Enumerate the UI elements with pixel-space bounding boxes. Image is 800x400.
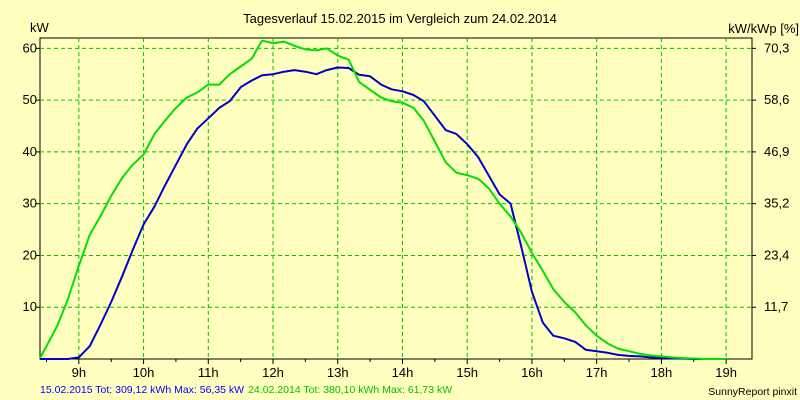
x-tick-label: 11h bbox=[198, 365, 219, 380]
x-tick-label: 19h bbox=[715, 365, 737, 380]
series-group bbox=[39, 39, 727, 360]
legend-footer: 15.02.2015 Tot: 309,12 kWh Max: 56,35 kW… bbox=[40, 384, 452, 396]
series1-summary: 15.02.2015 Tot: 309,12 kWh Max: 56,35 kW bbox=[40, 384, 244, 396]
series-line-2 bbox=[39, 39, 727, 360]
y-tick-label-right: 58,6 bbox=[764, 92, 789, 107]
x-axis: 9h 10h 11h 12h 13h 14h 15h 16h 17h 18h 19h bbox=[45, 359, 737, 380]
x-tick-label: 12h bbox=[262, 365, 284, 380]
grid bbox=[40, 38, 752, 359]
credit-label: SunnyReport pinxit bbox=[708, 386, 797, 398]
y-tick-label-right: 23,4 bbox=[764, 247, 789, 262]
y-tick-label-right: 11,7 bbox=[764, 299, 788, 314]
series2-summary: 24.02.2014 Tot: 380,10 kWh Max: 61,73 kW bbox=[248, 384, 452, 396]
y-tick-label-left: 30 bbox=[23, 196, 37, 211]
plot-area bbox=[39, 37, 753, 360]
y-tick-label-left: 40 bbox=[23, 144, 37, 159]
x-tick-label: 9h bbox=[72, 365, 86, 380]
x-tick-label: 18h bbox=[651, 365, 673, 380]
y-tick-label-right: 35,2 bbox=[764, 196, 789, 211]
y-tick-label-right: 46,9 bbox=[764, 144, 789, 159]
y-tick-label-left: 20 bbox=[23, 247, 37, 262]
y-axis-right-unit: kW/kWp [%] bbox=[728, 21, 799, 36]
y-tick-label-left: 60 bbox=[23, 40, 37, 55]
y-axis-left: 10 20 30 40 50 60 bbox=[23, 40, 40, 314]
y-axis-right: 11,7 23,4 35,2 46,9 58,6 70,3 bbox=[752, 40, 789, 314]
series-line-1 bbox=[40, 66, 727, 360]
y-tick-label-left: 50 bbox=[23, 92, 37, 107]
x-tick-label: 16h bbox=[521, 365, 543, 380]
y-axis-left-unit: kW bbox=[30, 20, 50, 35]
x-tick-label: 10h bbox=[133, 365, 155, 380]
x-tick-label: 17h bbox=[586, 365, 608, 380]
x-tick-label: 14h bbox=[392, 365, 414, 380]
x-tick-label: 15h bbox=[456, 365, 478, 380]
chart-title: Tagesverlauf 15.02.2015 im Vergleich zum… bbox=[243, 11, 557, 26]
x-tick-label: 13h bbox=[327, 365, 349, 380]
y-tick-label-right: 70,3 bbox=[764, 40, 789, 55]
y-tick-label-left: 10 bbox=[23, 299, 37, 314]
